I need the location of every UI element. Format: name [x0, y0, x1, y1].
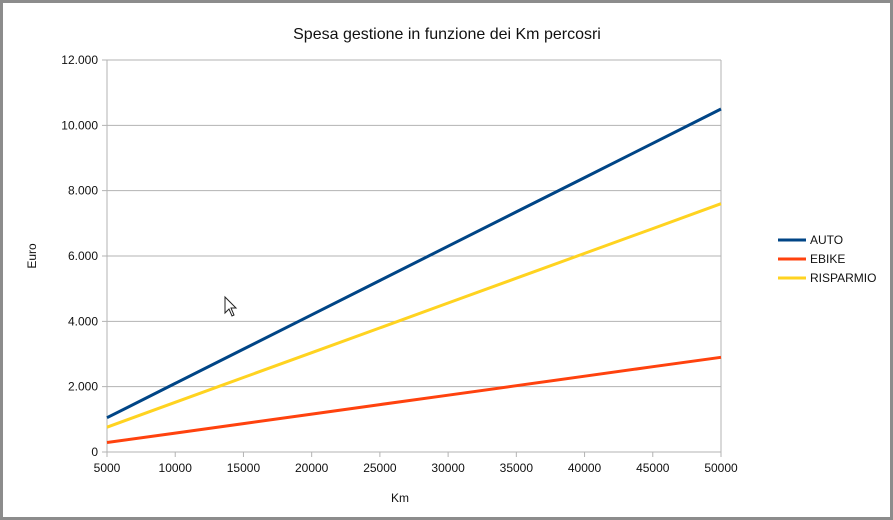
y-tick-label: 12.000 — [61, 53, 98, 67]
series-line-ebike — [106, 355, 722, 444]
x-tick-label: 35000 — [500, 461, 534, 475]
x-tick-label: 50000 — [704, 461, 738, 475]
x-tick-label: 20000 — [295, 461, 329, 475]
mouse-cursor-icon — [224, 295, 238, 317]
x-tick-label: 10000 — [159, 461, 193, 475]
y-tick-label: 8.000 — [68, 184, 98, 198]
x-tick-label: 30000 — [431, 461, 465, 475]
series-lines — [106, 107, 722, 444]
y-tick-label: 10.000 — [61, 118, 98, 132]
x-tick-label: 40000 — [568, 461, 602, 475]
x-tick-label: 5000 — [94, 461, 121, 475]
x-tick-label: 45000 — [636, 461, 670, 475]
y-axis-ticks: 0 2.000 4.000 6.000 8.000 10.000 12.000 — [61, 53, 98, 459]
grid-lines — [102, 59, 722, 453]
series-line-auto — [106, 107, 722, 420]
x-tick-label: 15000 — [227, 461, 261, 475]
x-axis-ticks: 5000 10000 15000 20000 25000 30000 35000 40000 4… — [94, 452, 738, 475]
legend-label: AUTO — [810, 233, 843, 247]
y-tick-label: 6.000 — [68, 249, 98, 263]
legend: AUTO EBIKE RISPARMIO — [778, 233, 876, 285]
series-line-risparmio — [106, 202, 722, 429]
y-tick-label: 0 — [91, 445, 98, 459]
y-tick-label: 2.000 — [68, 380, 98, 394]
x-axis-label: Km — [391, 491, 409, 505]
legend-label: EBIKE — [810, 252, 845, 266]
x-tick-label: 25000 — [363, 461, 397, 475]
y-tick-label: 4.000 — [68, 314, 98, 328]
chart-title: Spesa gestione in funzione dei Km percos… — [293, 26, 601, 43]
y-axis-label: Euro — [25, 243, 39, 269]
legend-label: RISPARMIO — [810, 271, 876, 285]
